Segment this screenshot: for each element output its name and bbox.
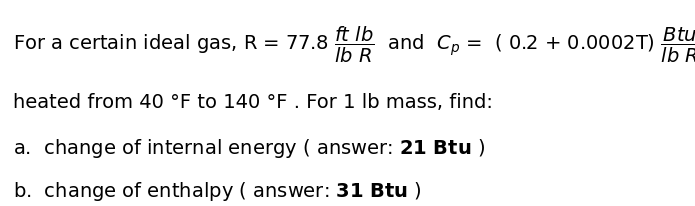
Text: b.  change of enthalpy ( answer: $\mathbf{31\ Btu}$ ): b. change of enthalpy ( answer: $\mathbf…	[13, 180, 421, 203]
Text: For a certain ideal gas, R = 77.8 $\dfrac{ft\ lb}{lb\ R}$  and  $C_p$ =  ( 0.2 +: For a certain ideal gas, R = 77.8 $\dfra…	[13, 25, 695, 65]
Text: heated from 40 °F to 140 °F . For 1 lb mass, find:: heated from 40 °F to 140 °F . For 1 lb m…	[13, 94, 492, 112]
Text: a.  change of internal energy ( answer: $\mathbf{21\ Btu}$ ): a. change of internal energy ( answer: $…	[13, 137, 484, 160]
